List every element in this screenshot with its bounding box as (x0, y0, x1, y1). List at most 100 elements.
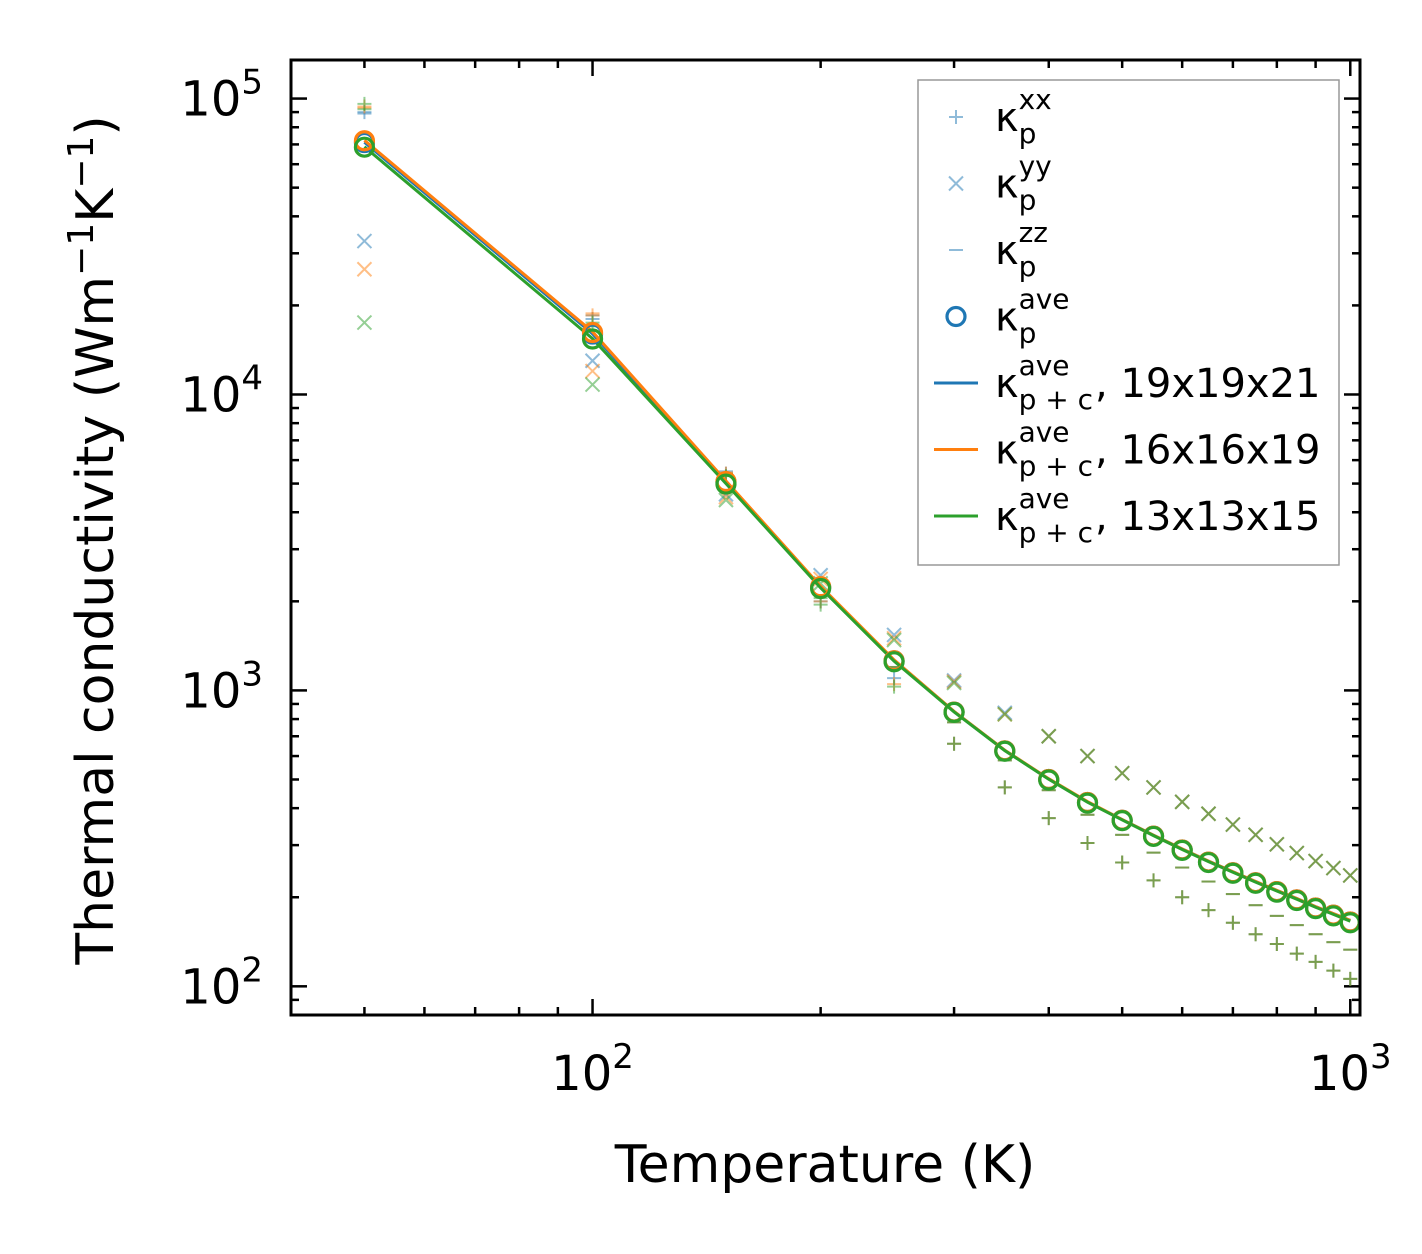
y-axis-label-unit: K (66, 187, 126, 223)
y-tick-label-base: 10 (180, 663, 241, 719)
point-average (353, 130, 376, 152)
point-plus (813, 597, 828, 612)
point-average (581, 328, 604, 350)
point-x (946, 675, 962, 691)
legend-entry: κxx p (949, 83, 1052, 150)
y-tick-label-base: 10 (180, 367, 241, 423)
y-tick-label-exp: 3 (241, 654, 263, 694)
point-average (1142, 825, 1165, 848)
y-tick-label: 105 (180, 63, 263, 128)
point-x (1174, 794, 1190, 810)
point-x (1342, 867, 1358, 884)
legend-label: κave p + c, 19x19x21 (995, 349, 1320, 416)
point-average (581, 321, 604, 344)
legend-symbol: κ (995, 95, 1019, 141)
point-plus (1175, 890, 1190, 905)
point-average (810, 577, 832, 600)
legend-symbol: κ (995, 162, 1019, 208)
y-tick-label-base: 10 (180, 72, 241, 128)
point-average (994, 740, 1016, 762)
point-average (1197, 851, 1220, 874)
legend-label: κyy p (995, 150, 1052, 217)
legend-superscript: ave (1019, 349, 1070, 382)
point-x (1225, 816, 1241, 833)
legend-marker-circle (945, 305, 967, 328)
point-average (1245, 872, 1267, 894)
x-tick-label-base: 10 (1309, 1046, 1370, 1102)
x-tick-label: 103 (1309, 1037, 1392, 1102)
legend-entry: κave p (945, 283, 1070, 350)
legend-superscript: xx (1019, 83, 1052, 116)
legend-subscript: p (1019, 250, 1037, 283)
legend-subscript: p (1019, 117, 1037, 150)
point-x (718, 492, 734, 508)
y-tick-label-exp: 2 (241, 950, 263, 990)
legend-subscript: p (1019, 184, 1037, 217)
y-tick-label-base: 10 (180, 959, 241, 1015)
y-tick-label: 102 (180, 950, 263, 1015)
point-x (584, 376, 601, 393)
point-plus (1326, 963, 1341, 978)
y-axis-label-exp1: −1 (61, 223, 102, 276)
point-plus (947, 736, 962, 751)
point-x (886, 630, 902, 647)
point-x (584, 363, 601, 379)
point-average (1111, 810, 1133, 832)
point-x (997, 705, 1013, 721)
point-x (356, 314, 373, 331)
point-x (356, 261, 373, 277)
y-tick-label-exp: 5 (241, 63, 263, 103)
legend-subscript: p + c (1019, 450, 1093, 483)
point-x (1247, 827, 1264, 843)
legend-symbol: κ (995, 361, 1019, 407)
point-x (1307, 853, 1324, 869)
legend-superscript: zz (1019, 216, 1048, 249)
point-x (1114, 765, 1130, 781)
legend-symbol: κ (995, 494, 1019, 540)
legend-symbol: κ (995, 295, 1019, 341)
legend-suffix: , 16x16x19 (1095, 428, 1320, 474)
x-axis-label: Temperature (K) (614, 1135, 1036, 1195)
legend-box (917, 79, 1340, 566)
legend-superscript: yy (1019, 150, 1052, 183)
legend-symbol: κ (995, 428, 1019, 474)
point-average (1038, 769, 1060, 791)
point-plus (887, 679, 902, 694)
legend-label: κave p (995, 283, 1070, 350)
point-plus (1146, 873, 1161, 888)
point-average (1222, 862, 1244, 884)
point-plus (997, 780, 1012, 795)
point-average (1305, 898, 1327, 920)
y-tick-label-exp: 4 (241, 358, 263, 398)
point-x (997, 706, 1013, 723)
legend-subscript: p + c (1019, 516, 1093, 549)
legend-label: κave p + c, 16x16x19 (995, 416, 1320, 483)
point-plus (1289, 946, 1304, 961)
point-x (1079, 748, 1096, 764)
y-axis-label-close: ) (66, 115, 126, 135)
point-x (1145, 779, 1162, 796)
legend-subscript: p + c (1019, 383, 1093, 416)
point-average (715, 473, 737, 495)
point-x (886, 632, 902, 648)
legend-entry: κave p + c, 16x16x19 (934, 416, 1320, 483)
point-average (883, 651, 905, 673)
point-average (1286, 889, 1308, 912)
legend-entry: κave p + c, 19x19x21 (934, 349, 1320, 416)
point-plus (1308, 954, 1323, 969)
point-plus (1080, 836, 1095, 851)
point-x (356, 233, 373, 249)
point-plus (1115, 855, 1130, 870)
point-plus (1041, 811, 1056, 826)
legend-entry: κave p + c, 13x13x15 (934, 482, 1320, 549)
point-x (886, 627, 902, 643)
legend-entry: κyy p (948, 150, 1052, 217)
legend-superscript: ave (1019, 482, 1070, 515)
y-axis-label-exp2: −1 (61, 136, 102, 189)
legend-label: κxx p (995, 83, 1052, 150)
x-tick-label: 102 (551, 1037, 634, 1102)
y-tick-label: 104 (180, 358, 263, 423)
point-plus (1225, 915, 1240, 930)
